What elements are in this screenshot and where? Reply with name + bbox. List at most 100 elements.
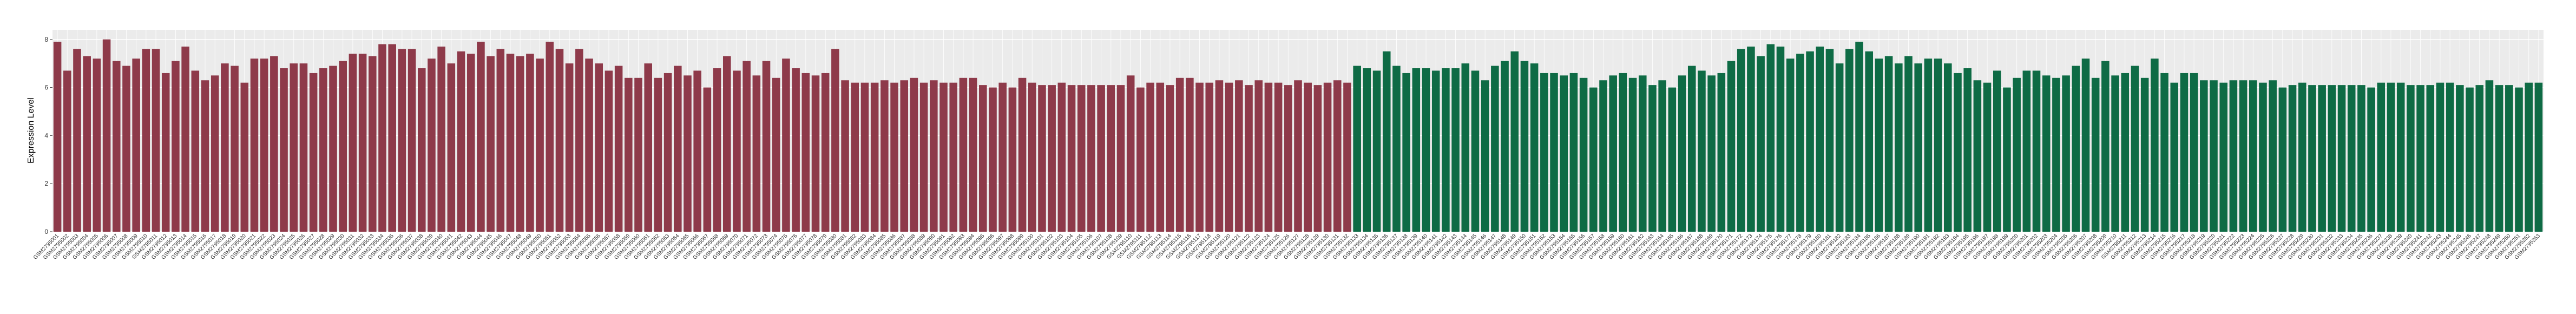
bar <box>1372 70 1381 232</box>
bar <box>1639 75 1647 232</box>
bar <box>1619 73 1627 232</box>
bar <box>240 82 249 232</box>
bar <box>1264 82 1273 232</box>
bar <box>2239 80 2248 232</box>
bar <box>2269 80 2277 232</box>
bar <box>674 66 682 232</box>
bar <box>1363 68 1371 232</box>
bar <box>1323 82 1332 232</box>
bar <box>2151 58 2159 232</box>
bar <box>2407 85 2415 232</box>
bar <box>2337 85 2346 232</box>
bar <box>457 51 465 232</box>
bar <box>93 58 101 232</box>
bar <box>1175 77 1184 232</box>
bar <box>1904 56 1913 232</box>
bar <box>742 61 751 232</box>
bar <box>1491 66 1499 232</box>
bar <box>132 58 140 232</box>
bar <box>1816 47 1824 232</box>
bar <box>1304 82 1312 232</box>
bar <box>910 77 918 232</box>
bar <box>466 54 475 232</box>
bar <box>1599 80 1607 232</box>
bar <box>1097 85 1105 232</box>
bar <box>309 73 318 232</box>
bar <box>1412 68 1421 232</box>
bar <box>2121 73 2130 232</box>
bar <box>634 77 642 232</box>
bar <box>191 70 200 232</box>
bar <box>2140 77 2149 232</box>
bar <box>487 56 495 232</box>
y-tick-label: 2 <box>44 180 48 187</box>
bar <box>2180 73 2189 232</box>
bar <box>378 44 386 232</box>
bar <box>1205 82 1214 232</box>
bar <box>221 63 229 232</box>
bar <box>1156 82 1165 232</box>
bar <box>1658 80 1666 232</box>
bar <box>2505 85 2513 232</box>
bar <box>1186 77 1194 232</box>
bar <box>1520 61 1529 232</box>
bar <box>841 80 849 232</box>
bar <box>1402 73 1410 232</box>
bar <box>1786 58 1795 232</box>
bar <box>428 58 436 232</box>
bar <box>772 77 780 232</box>
bar <box>595 63 603 232</box>
bar <box>1028 82 1036 232</box>
bar <box>1392 66 1401 232</box>
bar <box>1126 75 1135 232</box>
bar <box>496 49 505 232</box>
bar <box>2022 70 2031 232</box>
bar <box>2111 75 2119 232</box>
bar <box>870 82 879 232</box>
y-tick-label: 0 <box>44 228 48 236</box>
bar <box>831 49 839 232</box>
bar <box>1914 63 1922 232</box>
bar <box>260 58 268 232</box>
bar <box>299 63 308 232</box>
bar <box>1442 68 1450 232</box>
bar <box>2318 85 2326 232</box>
bar <box>358 54 367 232</box>
bar <box>181 47 189 232</box>
bar <box>1087 85 1095 232</box>
bar <box>900 80 909 232</box>
bar <box>880 80 889 232</box>
bar <box>1431 70 1440 232</box>
bar <box>1678 75 1686 232</box>
bar <box>2534 82 2543 232</box>
bar <box>161 73 170 232</box>
bar <box>801 73 810 232</box>
bar <box>2190 73 2198 232</box>
bar <box>2072 66 2080 232</box>
bar <box>811 75 820 232</box>
bar <box>2475 85 2484 232</box>
bar <box>1845 49 1854 232</box>
bar <box>949 82 957 232</box>
bar <box>792 68 800 232</box>
bar <box>1776 47 1785 232</box>
bar <box>575 49 583 232</box>
bar <box>1589 87 1598 232</box>
bar <box>860 82 869 232</box>
bar <box>2485 80 2494 232</box>
bar <box>506 54 515 232</box>
bar <box>1451 68 1460 232</box>
bar <box>2416 85 2424 232</box>
bar <box>290 63 298 232</box>
bar <box>1825 49 1834 232</box>
bar <box>1895 63 1903 232</box>
bar <box>2032 70 2041 232</box>
bar <box>1707 75 1716 232</box>
bar <box>625 77 633 232</box>
bar <box>585 58 593 232</box>
bar <box>1875 58 1883 232</box>
bar <box>2229 80 2238 232</box>
bar <box>604 70 613 232</box>
bar <box>2367 87 2375 232</box>
bar <box>713 68 721 232</box>
